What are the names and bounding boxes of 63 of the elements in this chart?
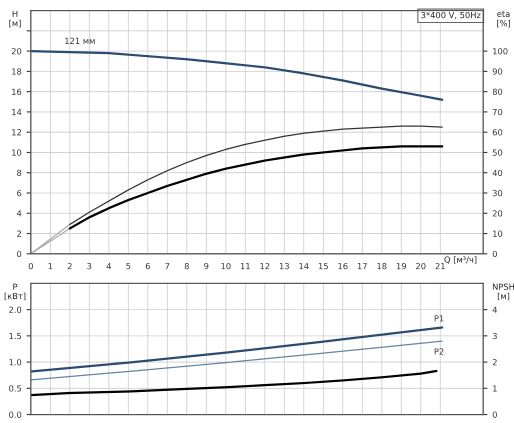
y2-axis-title: NPSH [м]	[492, 284, 514, 300]
y2-tick-label: 50	[492, 149, 502, 156]
x-tick-label: 6	[146, 262, 150, 270]
x-tick-label: 11	[240, 263, 250, 270]
y2-tick-label: 20	[492, 210, 502, 217]
y-tick-label: 4	[16, 210, 22, 216]
chart-title: 3*400 V, 50Hz	[421, 12, 481, 20]
x-tick-label: 5	[126, 263, 130, 270]
y-tick-label: 1.0	[9, 359, 22, 366]
y2-tick-label: 80	[492, 88, 502, 95]
series-label: P2	[434, 348, 444, 355]
x-tick-label: 9	[204, 262, 208, 270]
x-tick-label: 13	[280, 262, 289, 270]
x-tick-label: 18	[377, 262, 387, 270]
y2-tick-label: 1	[493, 385, 497, 392]
x-tick-label: 20	[416, 262, 426, 270]
y-tick-label: 18	[12, 68, 22, 75]
y-tick-label: 16	[12, 88, 22, 95]
x-tick-label: 21	[436, 262, 445, 270]
x-tick-label: 14	[299, 263, 309, 270]
y2-tick-label: 0	[492, 412, 497, 418]
x-tick-label: 7	[165, 263, 170, 270]
x-tick-label: 12	[260, 262, 270, 270]
x-tick-label: 2	[68, 262, 72, 270]
y2-tick-label: 40	[492, 170, 502, 176]
y-axis-title: H [м]	[9, 10, 21, 28]
x-axis-title: Q [м³/ч]	[444, 256, 476, 264]
y-tick-label: 12	[12, 129, 21, 136]
x-tick-label: 4	[106, 263, 112, 270]
x-tick-label: 1	[48, 263, 52, 270]
x-tick-label: 3	[87, 262, 92, 270]
x-tick-label: 0	[28, 262, 33, 270]
y2-tick-label: 70	[492, 108, 502, 116]
y-tick-label: 10	[12, 149, 22, 156]
x-tick-label: 10	[221, 262, 231, 270]
y-tick-label: 2.0	[9, 306, 22, 313]
y-axis-title: P [кВт]	[4, 284, 26, 300]
y2-tick-label: 2	[492, 359, 497, 366]
y-tick-label: 1.5	[9, 332, 22, 340]
x-tick-label: 16	[338, 262, 348, 270]
y-tick-label: 20	[12, 48, 22, 54]
y-tick-label: 0.5	[9, 385, 22, 392]
y2-tick-label: 4	[492, 306, 498, 313]
y2-tick-label: 90	[492, 68, 502, 75]
x-tick-label: 8	[184, 262, 189, 270]
x-tick-label: 19	[396, 262, 406, 270]
y-tick-label: 0.0	[9, 412, 22, 418]
x-tick-label: 17	[358, 263, 367, 270]
y2-tick-label: 3	[492, 332, 497, 340]
y2-tick-label: 30	[492, 190, 502, 196]
y-tick-label: 14	[12, 109, 22, 116]
annotation: 121 мм	[65, 38, 95, 44]
y-tick-label: 8	[17, 170, 22, 176]
y2-tick-label: 10	[493, 230, 502, 237]
y2-tick-label: 100	[493, 48, 508, 54]
series-label: P1	[434, 315, 444, 322]
y2-axis-title: eta [%]	[497, 11, 510, 28]
y-tick-label: 6	[17, 190, 22, 196]
y2-tick-label: 0	[492, 250, 497, 258]
y2-tick-label: 60	[492, 129, 502, 136]
x-tick-label: 15	[318, 263, 328, 270]
y-tick-label: 2	[17, 230, 21, 237]
y-tick-label: 0	[17, 250, 22, 258]
